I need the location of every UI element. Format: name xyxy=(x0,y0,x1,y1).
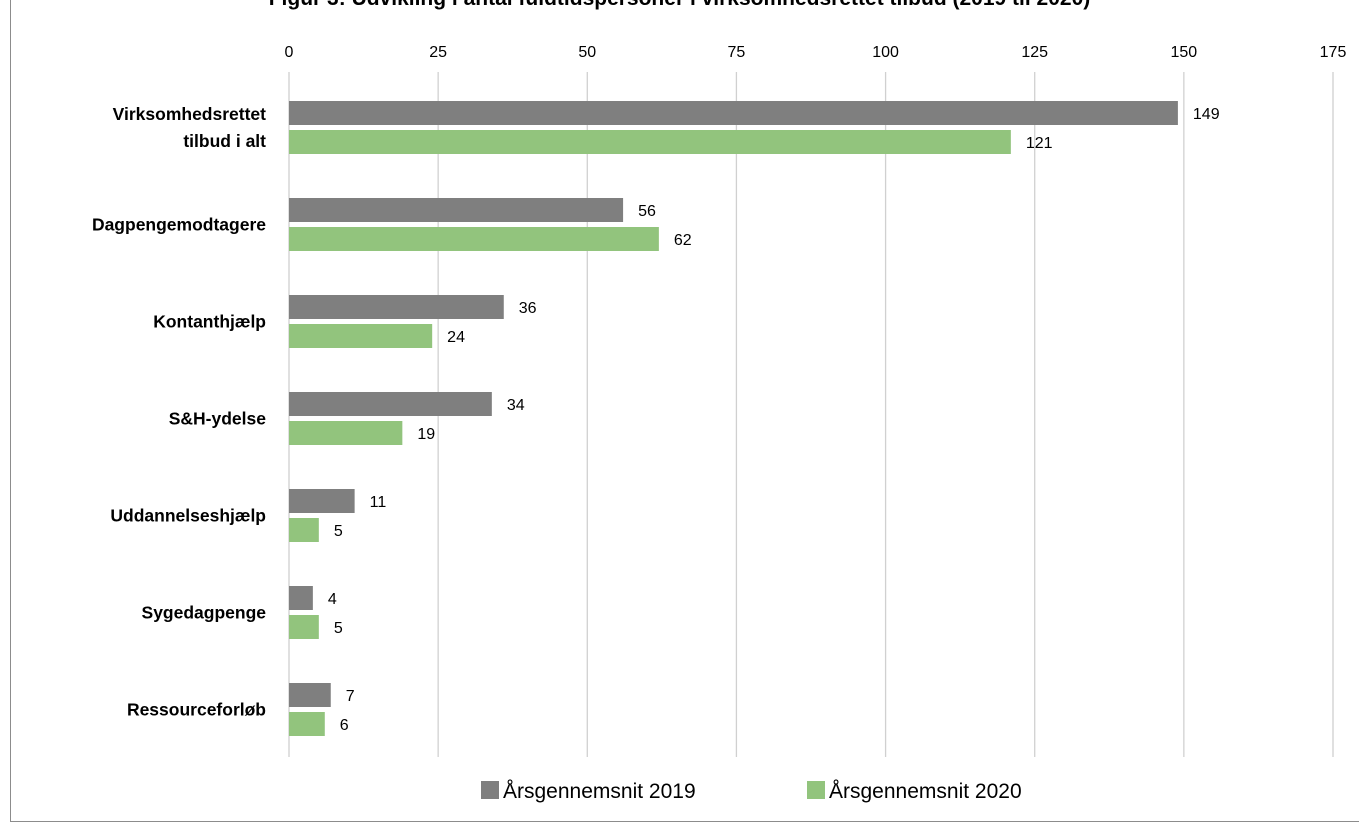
bar xyxy=(289,421,403,445)
data-label: 24 xyxy=(447,329,465,346)
bar xyxy=(289,227,659,251)
x-tick-label: 100 xyxy=(872,44,899,61)
data-labels: 149 121 56 62 36 24 34 19 11 5 4 5 7 6 xyxy=(328,106,1220,734)
category-label: Ressourceforløb xyxy=(127,700,266,720)
legend-swatch xyxy=(481,781,499,799)
data-label: 4 xyxy=(328,591,337,608)
bar xyxy=(289,198,624,222)
x-tick-label: 125 xyxy=(1021,44,1048,61)
data-label: 56 xyxy=(638,203,656,220)
x-axis-ticks: 0 25 50 75 100 125 150 175 xyxy=(285,44,1347,61)
bar xyxy=(289,392,492,416)
data-label: 121 xyxy=(1026,135,1053,152)
bar xyxy=(289,489,355,513)
x-tick-label: 75 xyxy=(728,44,746,61)
bar xyxy=(289,295,504,319)
legend-label: Årsgennemsnit 2019 xyxy=(503,780,696,803)
bars xyxy=(289,101,1178,736)
x-tick-label: 25 xyxy=(429,44,447,61)
bar xyxy=(289,712,325,736)
data-label: 34 xyxy=(507,397,525,414)
bar xyxy=(289,130,1011,154)
x-tick-label: 175 xyxy=(1320,44,1347,61)
category-labels: Virksomhedsrettet tilbud i alt Dagpengemod… xyxy=(92,104,266,720)
x-tick-label: 0 xyxy=(285,44,294,61)
category-label: Uddannelseshjælp xyxy=(110,506,266,526)
data-label: 5 xyxy=(334,620,343,637)
data-label: 7 xyxy=(346,688,355,705)
category-label: Sygedagpenge xyxy=(142,603,267,623)
bar xyxy=(289,518,319,542)
data-label: 5 xyxy=(334,523,343,540)
legend: Årsgennemsnit 2019 Årsgennemsnit 2020 xyxy=(481,780,1022,803)
bar xyxy=(289,101,1178,125)
x-tick-label: 50 xyxy=(578,44,596,61)
data-label: 36 xyxy=(519,300,537,317)
category-label: Dagpengemodtagere xyxy=(92,215,266,235)
data-label: 62 xyxy=(674,232,692,249)
bar xyxy=(289,586,313,610)
bar xyxy=(289,324,433,348)
x-tick-label: 150 xyxy=(1171,44,1198,61)
category-label: Kontanthjælp xyxy=(153,312,266,332)
legend-label: Årsgennemsnit 2020 xyxy=(829,780,1022,803)
data-label: 149 xyxy=(1193,106,1220,123)
gridlines xyxy=(288,72,1334,757)
data-label: 6 xyxy=(340,717,349,734)
data-label: 11 xyxy=(370,494,387,511)
bar xyxy=(289,683,331,707)
data-label: 19 xyxy=(417,426,435,443)
category-label: Virksomhedsrettet tilbud i alt xyxy=(113,104,267,151)
bar xyxy=(289,615,319,639)
category-label: S&H-ydelse xyxy=(169,409,267,429)
chart-title: Figur 3: Udvikling i antal fuldtidsperso… xyxy=(0,0,1359,11)
legend-swatch xyxy=(807,781,825,799)
